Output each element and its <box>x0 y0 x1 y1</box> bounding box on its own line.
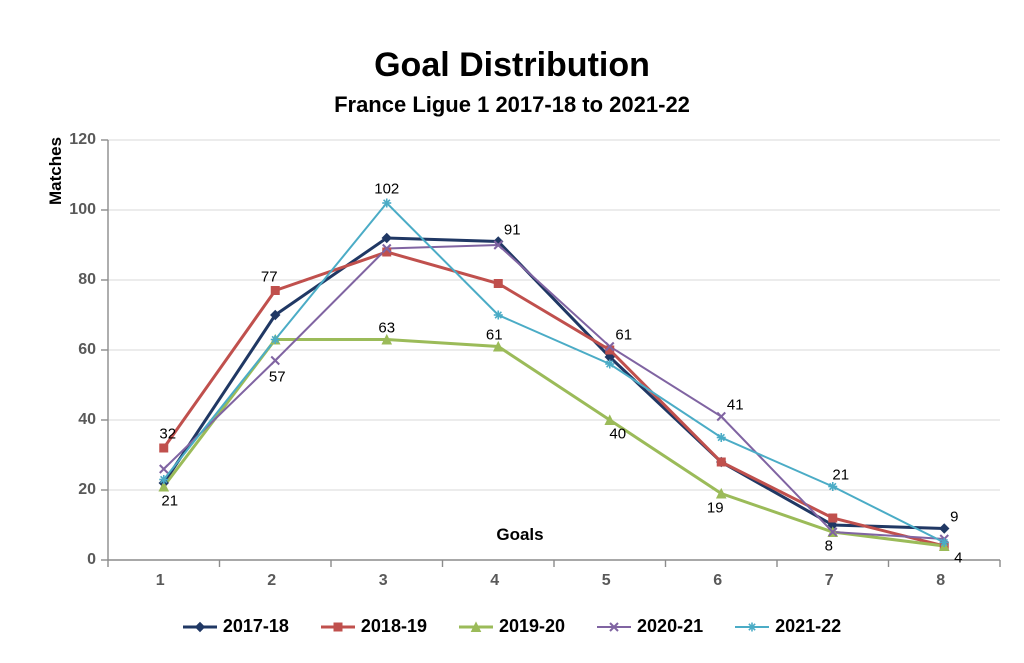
chart-container: Goal Distribution France Ligue 1 2017-18… <box>0 0 1024 663</box>
data-label: 57 <box>269 368 286 385</box>
data-label: 63 <box>378 319 395 336</box>
x-tick-label: 6 <box>713 572 722 590</box>
data-label: 8 <box>825 538 833 555</box>
legend-item: 2018-19 <box>321 616 427 637</box>
legend-item: 2021-22 <box>735 616 841 637</box>
legend-swatch <box>735 620 769 634</box>
data-label: 91 <box>504 221 521 238</box>
y-tick-label: 120 <box>69 131 96 149</box>
legend-item: 2020-21 <box>597 616 703 637</box>
x-tick-label: 4 <box>490 572 499 590</box>
data-label: 19 <box>707 499 724 516</box>
legend-label: 2018-19 <box>361 616 427 637</box>
legend-label: 2020-21 <box>637 616 703 637</box>
data-label: 61 <box>615 326 632 343</box>
data-label: 21 <box>161 492 178 509</box>
data-label: 4 <box>954 550 962 567</box>
data-label: 40 <box>609 426 626 443</box>
legend: 2017-18 2018-19 2019-20 2020-21 2021-22 <box>0 616 1024 637</box>
data-label: 77 <box>261 268 278 285</box>
y-tick-label: 20 <box>78 481 96 499</box>
x-tick-label: 2 <box>267 572 276 590</box>
legend-swatch <box>183 620 217 634</box>
x-axis-label: Goals <box>460 525 580 545</box>
legend-label: 2019-20 <box>499 616 565 637</box>
y-tick-label: 0 <box>87 551 96 569</box>
x-tick-label: 3 <box>379 572 388 590</box>
x-tick-label: 5 <box>602 572 611 590</box>
y-tick-label: 60 <box>78 341 96 359</box>
legend-swatch <box>321 620 355 634</box>
legend-item: 2017-18 <box>183 616 289 637</box>
legend-label: 2017-18 <box>223 616 289 637</box>
data-label: 9 <box>950 508 958 525</box>
data-label: 61 <box>486 326 503 343</box>
legend-swatch <box>597 620 631 634</box>
data-label: 21 <box>832 466 849 483</box>
legend-label: 2021-22 <box>775 616 841 637</box>
x-tick-label: 7 <box>825 572 834 590</box>
legend-swatch <box>459 620 493 634</box>
x-tick-label: 1 <box>156 572 165 590</box>
x-tick-label: 8 <box>936 572 945 590</box>
chart-svg <box>0 0 1024 663</box>
data-label: 102 <box>374 181 399 198</box>
data-label: 41 <box>727 396 744 413</box>
y-tick-label: 80 <box>78 271 96 289</box>
legend-item: 2019-20 <box>459 616 565 637</box>
y-tick-label: 100 <box>69 201 96 219</box>
data-label: 32 <box>159 426 176 443</box>
y-tick-label: 40 <box>78 411 96 429</box>
